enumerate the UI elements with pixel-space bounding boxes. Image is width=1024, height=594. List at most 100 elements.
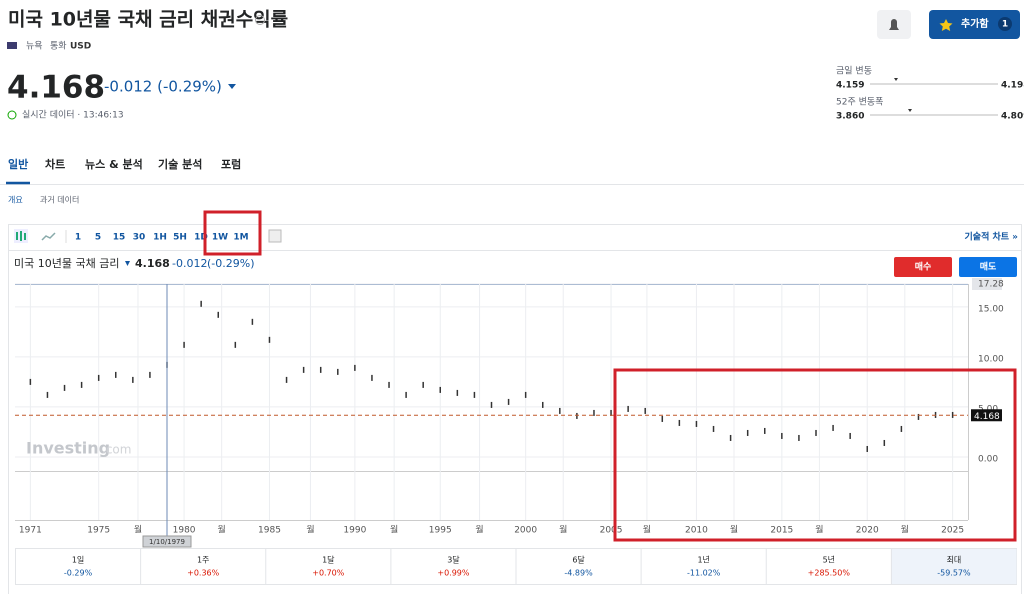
change: -0.012 (-0.29%) [104,78,222,96]
tab[interactable]: 포럼 [221,158,241,171]
x-tick-label: 1990 [343,526,366,536]
chart-price: 4.168 [135,257,170,270]
interval[interactable]: 1M [233,233,248,243]
period-change: -0.29% [64,569,93,578]
period-change: -59.57% [937,569,971,578]
period-change: +0.99% [437,569,470,578]
x-tick-label: 월 [643,524,651,536]
highlight-box [613,368,1017,542]
interval[interactable]: 1H [153,233,167,243]
interval[interactable]: 15 [113,233,126,243]
y-tick-label: 15.00 [978,304,1004,314]
axis-label-box [972,278,1002,290]
period[interactable]: 1일 [72,556,84,565]
tab[interactable]: 뉴스 & 분석 [85,157,143,171]
x-tick-label: 1995 [429,526,452,536]
crosshair-label: 1/10/1979 [149,538,185,546]
count-badge [998,17,1012,31]
range-low: 3.860 [836,112,864,122]
range-low: 4.159 [836,81,864,91]
period[interactable]: 최대 [947,555,962,565]
last-price-label: 4.168 [974,412,1000,422]
active-cell [891,549,1017,584]
y-tick-label: 10.00 [978,354,1004,364]
tab[interactable]: 일반 [8,157,28,171]
flag [7,42,17,49]
y-tick-label: 0.00 [978,454,998,464]
period-change: +0.36% [187,569,220,578]
add-button[interactable] [929,10,1020,39]
range-high: 4.198 [1001,81,1024,91]
tech-chart-link[interactable]: 기술적 차트 » [965,231,1019,243]
candle-icon [16,231,26,241]
range-label: 52주 변동폭 [836,97,883,108]
currency-label: 통화 [50,41,67,52]
x-tick-label: 월 [390,524,398,536]
x-tick-label: 2025 [941,526,964,536]
info-icon[interactable] [255,15,265,25]
range-pointer [894,78,898,81]
last-price-box [971,409,1002,422]
down-arrow [228,84,236,89]
x-tick-label: 월 [134,524,142,536]
clock-icon [7,110,17,120]
x-tick-label: 월 [306,524,314,536]
x-tick-label: 월 [218,524,226,536]
interval[interactable]: 5 [95,233,101,243]
range-label: 금일 변동 [836,66,872,77]
watermark-suffix: .com [102,443,131,457]
sell-button[interactable] [894,257,952,277]
interval[interactable]: 5H [173,233,187,243]
interval[interactable]: 30 [133,233,146,243]
y-tick-label: 17.28 [978,280,1004,290]
realtime: 실시간 데이터 · 13:46:13 [22,110,124,121]
period[interactable]: 1주 [197,556,209,565]
period-change: +0.70% [312,569,345,578]
period-change: -11.02% [687,569,721,578]
x-tick-label: 월 [730,524,738,536]
star-icon [939,19,953,31]
area-tool[interactable] [41,232,56,241]
x-tick-label: 1975 [87,526,110,536]
down-arrow [125,261,130,266]
buy-button[interactable] [959,257,1017,277]
interval[interactable]: 1D [194,233,208,243]
range-pointer [908,109,912,112]
period[interactable]: 1달 [322,556,335,565]
sell-label: 매수 [915,261,932,273]
chart-name: 미국 10년물 국채 금리 [14,257,119,270]
period-change: +285.50% [808,569,851,578]
x-tick-label: 2010 [685,526,708,536]
chart-frame [8,224,1022,594]
x-tick-label: 1980 [173,526,196,536]
x-tick-label: 월 [559,524,567,536]
period[interactable]: 3달 [447,556,460,565]
tab[interactable]: 차트 [45,157,65,171]
x-tick-label: 1971 [19,526,42,536]
interval[interactable]: 1W [212,233,228,243]
x-tick-label: 2015 [770,526,793,536]
x-tick-label: 2000 [514,526,537,536]
period[interactable]: 1년 [697,555,709,565]
chart-pct: (-0.29%) [207,257,255,270]
price: 4.168 [7,70,105,106]
interval[interactable]: 1 [75,233,81,243]
add-label: 추가함 [961,17,989,30]
currency: USD [70,42,91,52]
watermark: Investing [26,439,110,458]
x-tick-label: 월 [475,524,483,536]
highlight-box [203,210,262,256]
subtab[interactable]: 과거 데이터 [40,195,79,205]
subtab[interactable]: 개요 [8,195,23,205]
tab[interactable]: 기술 분석 [158,157,202,171]
period[interactable]: 5년 [823,555,835,565]
period[interactable]: 6달 [572,556,585,565]
title: 미국 10년물 국채 금리 채권수익률 [8,9,288,31]
settings-tool[interactable] [268,229,282,243]
x-tick-label: 2020 [856,526,879,536]
x-tick-label: 월 [815,524,823,536]
range-high: 4.809 [1001,112,1024,122]
period-change: -4.89% [564,569,593,578]
